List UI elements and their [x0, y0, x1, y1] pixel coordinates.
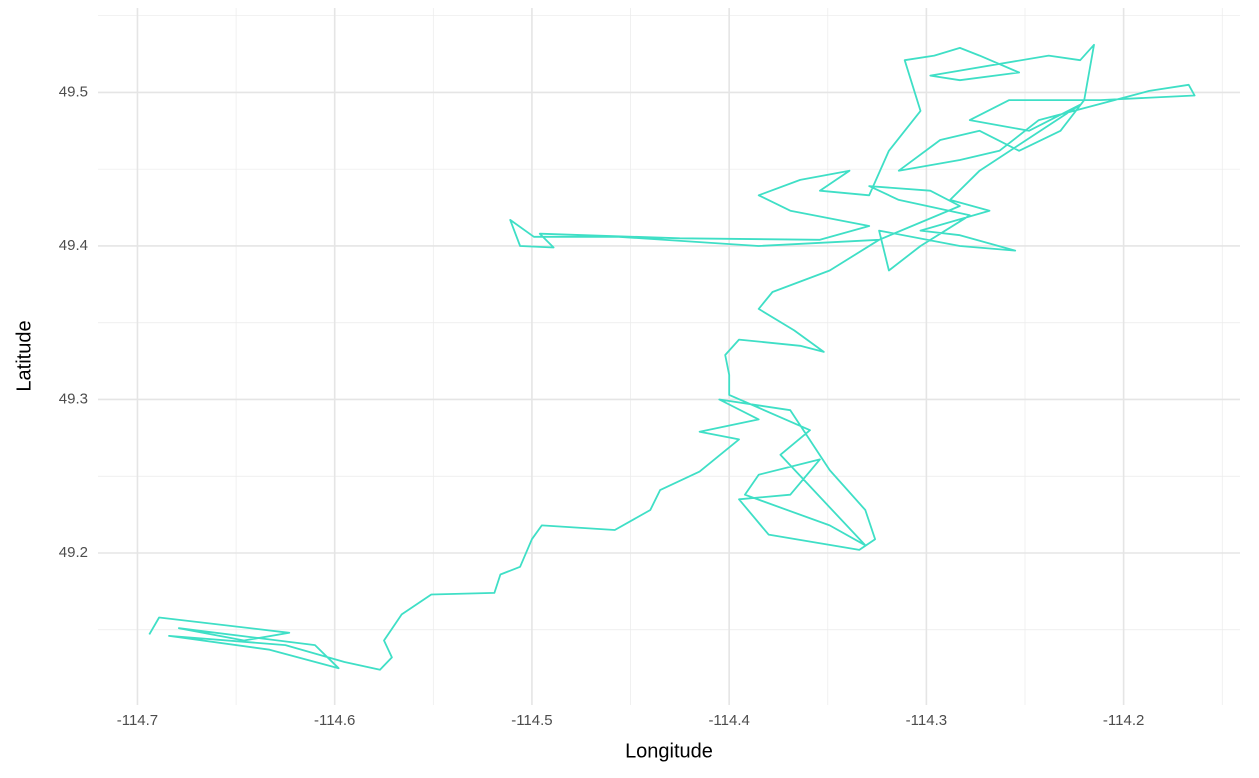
y-tick-label: 49.4	[59, 237, 88, 254]
x-tick-label: -114.3	[906, 712, 947, 729]
track-line	[148, 43, 1196, 671]
x-tick-label: -114.4	[708, 712, 749, 729]
y-axis-title: Latitude	[13, 320, 35, 391]
marks	[148, 43, 1196, 671]
y-tick-label: 49.2	[59, 544, 88, 561]
x-axis-title: Longitude	[625, 740, 713, 762]
grid	[98, 8, 1240, 705]
x-tick-label: -114.2	[1103, 712, 1144, 729]
y-tick-label: 49.3	[59, 390, 88, 407]
x-tick-label: -114.6	[314, 712, 355, 729]
x-tick-label: -114.7	[117, 712, 158, 729]
y-tick-label: 49.5	[59, 83, 88, 100]
x-tick-label: -114.5	[511, 712, 552, 729]
